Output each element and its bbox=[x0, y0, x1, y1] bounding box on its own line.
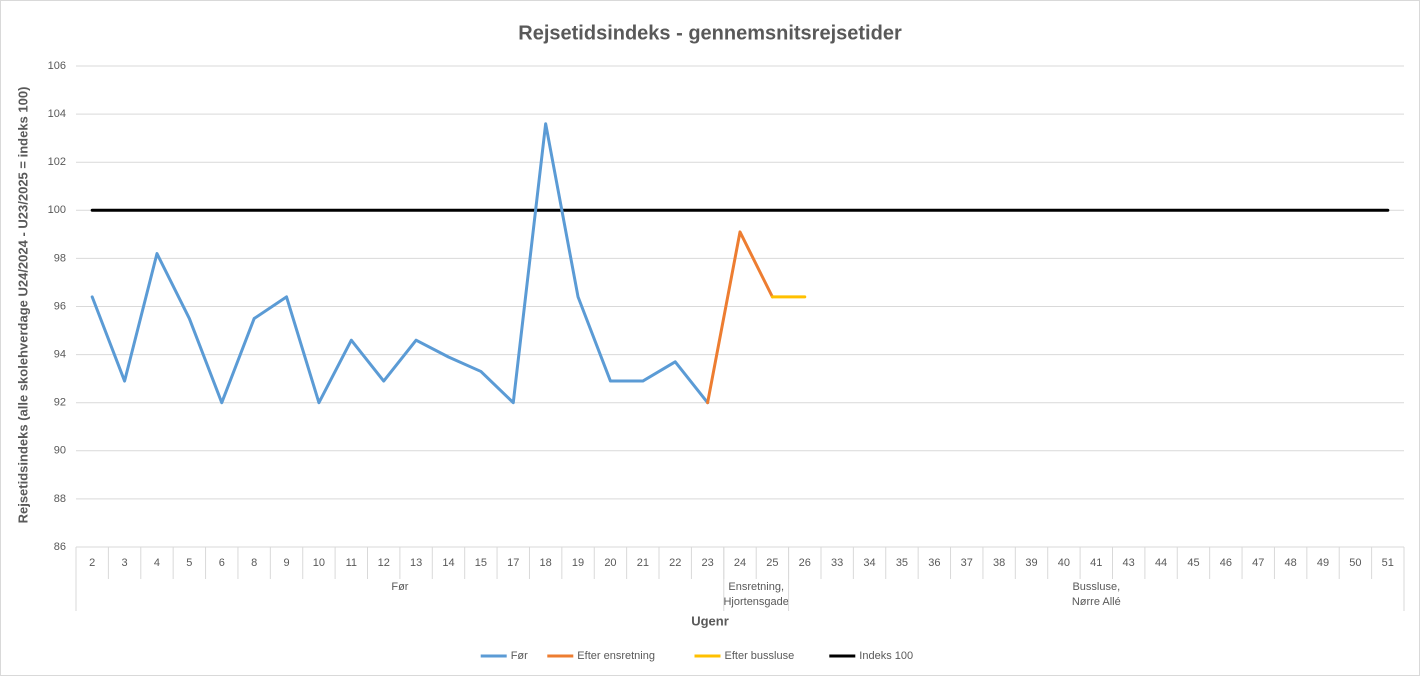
x-tick-label: 47 bbox=[1252, 557, 1264, 569]
y-tick-label: 100 bbox=[48, 204, 66, 216]
x-tick-label: 5 bbox=[186, 557, 192, 569]
x-tick-label: 26 bbox=[799, 557, 811, 569]
y-tick-label: 88 bbox=[54, 493, 66, 505]
y-tick-label: 102 bbox=[48, 156, 66, 168]
legend-label: Efter bussluse bbox=[725, 650, 795, 662]
x-tick-label: 24 bbox=[734, 557, 746, 569]
x-tick-label: 2 bbox=[89, 557, 95, 569]
x-tick-label: 39 bbox=[1025, 557, 1037, 569]
x-tick-label: 25 bbox=[766, 557, 778, 569]
x-tick-label: 11 bbox=[346, 557, 357, 569]
x-tick-label: 4 bbox=[154, 557, 160, 569]
x-tick-label: 20 bbox=[604, 557, 616, 569]
x-tick-label: 12 bbox=[378, 557, 390, 569]
group-label: Før bbox=[391, 581, 408, 593]
x-tick-label: 6 bbox=[219, 557, 225, 569]
x-tick-label: 40 bbox=[1058, 557, 1070, 569]
x-tick-label: 10 bbox=[313, 557, 325, 569]
x-tick-label: 3 bbox=[122, 557, 128, 569]
y-tick-label: 106 bbox=[48, 60, 66, 72]
series-line bbox=[90, 122, 710, 405]
x-tick-label: 48 bbox=[1285, 557, 1297, 569]
legend-label: Før bbox=[511, 650, 528, 662]
x-tick-label: 45 bbox=[1187, 557, 1199, 569]
x-tick-label: 36 bbox=[928, 557, 940, 569]
x-tick-label: 51 bbox=[1382, 557, 1394, 569]
group-label: Ensretning, bbox=[728, 581, 784, 593]
x-tick-label: 37 bbox=[961, 557, 973, 569]
x-tick-label: 17 bbox=[507, 557, 519, 569]
x-tick-label: 44 bbox=[1155, 557, 1167, 569]
y-tick-label: 90 bbox=[54, 445, 66, 457]
x-tick-label: 22 bbox=[669, 557, 681, 569]
x-tick-label: 19 bbox=[572, 557, 584, 569]
x-tick-label: 49 bbox=[1317, 557, 1329, 569]
x-tick-label: 46 bbox=[1220, 557, 1232, 569]
x-tick-label: 21 bbox=[637, 557, 649, 569]
legend-label: Efter ensretning bbox=[577, 650, 655, 662]
x-axis-title: Ugenr bbox=[691, 613, 729, 628]
x-tick-label: 33 bbox=[831, 557, 843, 569]
x-tick-label: 50 bbox=[1349, 557, 1361, 569]
group-label: Nørre Allé bbox=[1072, 596, 1121, 608]
y-axis-title: Rejsetidsindeks (alle skolehverdage U24/… bbox=[15, 87, 30, 524]
x-tick-label: 38 bbox=[993, 557, 1005, 569]
y-tick-label: 94 bbox=[54, 349, 66, 361]
group-label: Bussluse, bbox=[1072, 581, 1120, 593]
x-tick-label: 15 bbox=[475, 557, 487, 569]
x-tick-label: 8 bbox=[251, 557, 257, 569]
x-tick-label: 35 bbox=[896, 557, 908, 569]
x-tick-label: 18 bbox=[540, 557, 552, 569]
legend-label: Indeks 100 bbox=[859, 650, 913, 662]
x-tick-label: 23 bbox=[701, 557, 713, 569]
y-tick-label: 98 bbox=[54, 252, 66, 264]
x-tick-label: 13 bbox=[410, 557, 422, 569]
x-tick-label: 43 bbox=[1123, 557, 1135, 569]
y-tick-label: 86 bbox=[54, 541, 66, 553]
y-tick-label: 92 bbox=[54, 397, 66, 409]
x-tick-label: 9 bbox=[283, 557, 289, 569]
x-tick-label: 41 bbox=[1090, 557, 1102, 569]
y-tick-label: 104 bbox=[48, 108, 66, 120]
x-tick-label: 34 bbox=[863, 557, 875, 569]
group-label: Hjortensgade bbox=[723, 596, 788, 608]
y-tick-label: 96 bbox=[54, 300, 66, 312]
series-line bbox=[706, 230, 774, 405]
x-tick-label: 14 bbox=[442, 557, 454, 569]
chart-title: Rejsetidsindeks - gennemsnitsrejsetider bbox=[518, 22, 902, 44]
